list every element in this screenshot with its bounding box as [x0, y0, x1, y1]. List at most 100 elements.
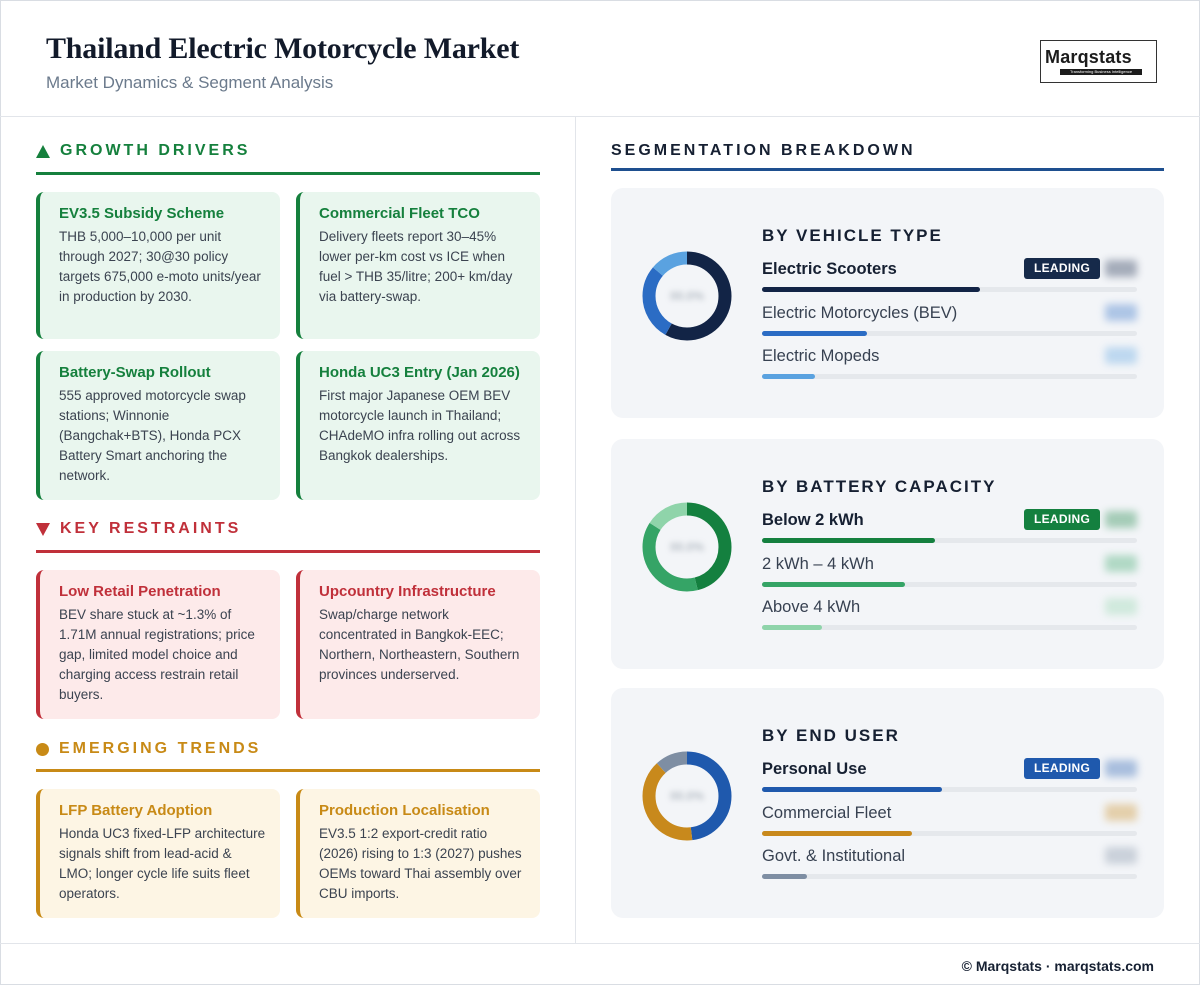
- donut-slice: [642, 502, 732, 592]
- blurred-value: [1105, 804, 1137, 821]
- segment-title: BY BATTERY CAPACITY: [762, 477, 997, 496]
- donut-slice: [642, 251, 732, 341]
- segmentation-underline: [611, 168, 1164, 171]
- donut-slice: [642, 751, 732, 841]
- segment-card: 00.0% BY END USER Personal Use LEADING Comme…: [611, 688, 1164, 918]
- segment-row-label: Personal Use: [762, 760, 867, 778]
- segment-row: Govt. & Institutional: [762, 847, 1137, 887]
- donut-center-value: 00.0%: [669, 289, 705, 303]
- drivers-card: Battery-Swap Rollout 555 approved motorcy…: [36, 351, 280, 500]
- restraints-card: Low Retail Penetration BEV share stuck at…: [36, 570, 280, 719]
- share-bar-track: [762, 374, 1137, 379]
- segment-row-label: Govt. & Institutional: [762, 847, 906, 865]
- donut-chart: 00.0%: [641, 750, 733, 842]
- share-bar-fill: [762, 874, 807, 879]
- donut-center-value: 00.0%: [669, 789, 705, 803]
- card-title: Honda UC3 Entry (Jan 2026): [319, 364, 520, 381]
- segment-row-label: Electric Mopeds: [762, 347, 880, 365]
- trends-card: LFP Battery Adoption Honda UC3 fixed-LFP …: [36, 789, 280, 918]
- trends-card: Production Localisation EV3.5 1:2 export-…: [296, 789, 540, 918]
- share-bar-track: [762, 874, 1137, 879]
- share-bar-track: [762, 787, 1137, 792]
- restraints-card: Upcountry Infrastructure Swap/charge netw…: [296, 570, 540, 719]
- share-bar-track: [762, 287, 1137, 292]
- blurred-value: [1105, 598, 1137, 615]
- segmentation-heading: SEGMENTATION BREAKDOWN: [611, 142, 916, 160]
- share-bar-track: [762, 331, 1137, 336]
- segment-card: 00.0% BY BATTERY CAPACITY Below 2 kWh LEADI…: [611, 439, 1164, 669]
- card-text: First major Japanese OEM BEV motorcycle …: [319, 388, 521, 463]
- leading-badge: LEADING: [1024, 758, 1101, 779]
- share-bar-track: [762, 582, 1137, 587]
- restraints-heading: KEY RESTRAINTS: [36, 520, 241, 538]
- segment-row-label: 2 kWh – 4 kWh: [762, 555, 874, 573]
- circle-icon: [36, 742, 49, 756]
- card-title: Production Localisation: [319, 802, 490, 819]
- segment-row: Below 2 kWh LEADING: [762, 509, 1137, 551]
- card-text: Delivery fleets report 30–45% lower per-…: [319, 229, 513, 304]
- donut-slice: [642, 751, 732, 841]
- footer-copyright: © Marqstats · marqstats.com: [961, 958, 1154, 974]
- segment-row: Commercial Fleet: [762, 804, 1137, 844]
- page-footer: © Marqstats · marqstats.com: [0, 943, 1200, 985]
- segment-row: 2 kWh – 4 kWh: [762, 555, 1137, 595]
- trends-heading: EMERGING TRENDS: [36, 740, 261, 758]
- leading-badge: LEADING: [1024, 509, 1101, 530]
- drivers-heading-text: GROWTH DRIVERS: [60, 142, 251, 159]
- card-title: Battery-Swap Rollout: [59, 364, 211, 381]
- share-bar-fill: [762, 374, 815, 379]
- segment-row-label: Electric Scooters: [762, 260, 897, 278]
- card-text: BEV share stuck at ~1.3% of 1.71M annual…: [59, 607, 255, 702]
- marqstats-logo: Marqstats Transforming Business Intellig…: [1040, 40, 1157, 83]
- leading-badge: LEADING: [1024, 258, 1101, 279]
- restraints-heading-text: KEY RESTRAINTS: [60, 520, 242, 537]
- segment-row: Personal Use LEADING: [762, 758, 1137, 800]
- segment-title: BY END USER: [762, 726, 900, 745]
- logo-wordmark: Marqstats: [1045, 47, 1132, 67]
- share-bar-track: [762, 625, 1137, 630]
- card-text: 555 approved motorcycle swap stations; W…: [59, 388, 246, 483]
- donut-slice: [642, 502, 732, 592]
- segment-row: Electric Scooters LEADING: [762, 258, 1137, 300]
- segment-row: Electric Motorcycles (BEV): [762, 304, 1137, 344]
- card-text: Honda UC3 fixed-LFP architecture signals…: [59, 826, 266, 901]
- card-title: Low Retail Penetration: [59, 583, 221, 600]
- share-bar-fill: [762, 287, 980, 292]
- page-title: Thailand Electric Motorcycle Market: [46, 32, 520, 65]
- card-text: EV3.5 1:2 export-credit ratio (2026) ris…: [319, 826, 522, 901]
- share-bar-fill: [762, 625, 822, 630]
- segment-row-label: Commercial Fleet: [762, 804, 892, 822]
- share-bar-fill: [762, 582, 905, 587]
- segment-title: BY VEHICLE TYPE: [762, 226, 943, 245]
- blurred-value: [1105, 760, 1137, 777]
- blurred-value: [1105, 555, 1137, 572]
- share-bar-fill: [762, 787, 942, 792]
- logo-tagline: Transforming Business Intelligence: [1060, 69, 1142, 75]
- drivers-heading: GROWTH DRIVERS: [36, 142, 250, 160]
- blurred-value: [1105, 847, 1137, 864]
- trends-underline: [36, 769, 540, 772]
- triangle-up-icon: [36, 144, 50, 158]
- donut-svg: [642, 251, 732, 341]
- segment-row-label: Above 4 kWh: [762, 598, 861, 616]
- segmentation-heading-text: SEGMENTATION BREAKDOWN: [611, 142, 916, 159]
- segment-row: Electric Mopeds: [762, 347, 1137, 387]
- trends-heading-text: EMERGING TRENDS: [59, 740, 262, 757]
- card-title: Commercial Fleet TCO: [319, 205, 480, 222]
- drivers-card: Honda UC3 Entry (Jan 2026) First major Ja…: [296, 351, 540, 500]
- donut-slice: [642, 251, 732, 341]
- drivers-card: Commercial Fleet TCO Delivery fleets repo…: [296, 192, 540, 339]
- triangle-down-icon: [36, 522, 50, 536]
- donut-svg: [642, 751, 732, 841]
- drivers-underline: [36, 172, 540, 175]
- donut-center-value: 00.0%: [669, 540, 705, 554]
- card-text: Swap/charge network concentrated in Bang…: [319, 607, 520, 682]
- share-bar-track: [762, 831, 1137, 836]
- restraints-underline: [36, 550, 540, 553]
- donut-svg: [642, 502, 732, 592]
- segment-row-label: Electric Motorcycles (BEV): [762, 304, 958, 322]
- segment-row: Above 4 kWh: [762, 598, 1137, 638]
- blurred-value: [1105, 511, 1137, 528]
- page-header: Thailand Electric Motorcycle Market Mark…: [0, 0, 1200, 117]
- blurred-value: [1105, 347, 1137, 364]
